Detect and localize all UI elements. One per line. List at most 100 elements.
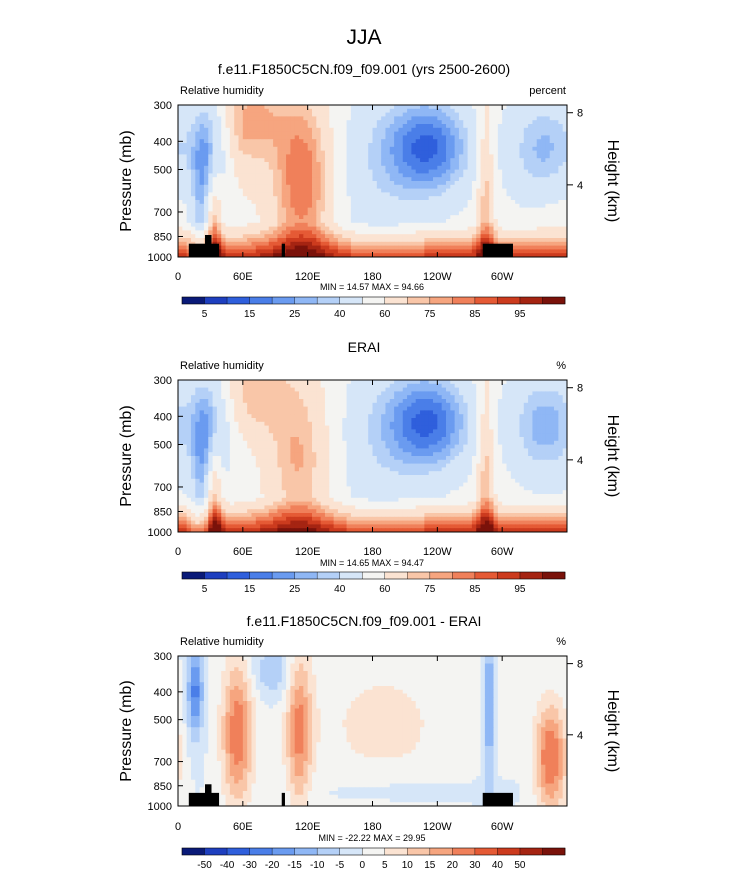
heatmap-cell [510,387,516,392]
heatmap-cell [467,387,473,392]
heatmap-cell [437,418,443,423]
heatmap-cell [562,116,568,121]
heatmap-cell [376,406,382,411]
heatmap-cell [359,245,365,250]
heatmap-cell [346,184,352,189]
heatmap-cell [445,380,451,385]
heatmap-cell [532,124,538,129]
heatmap-cell [454,410,460,415]
heatmap-cell [458,143,464,148]
heatmap-cell [342,433,347,438]
heatmap-cell [277,230,283,235]
heatmap-cell [415,192,421,197]
heatmap-cell [234,120,239,125]
heatmap-cell [234,173,239,178]
heatmap-cell [190,143,196,148]
heatmap-cell [402,188,408,193]
heatmap-cell [541,383,546,388]
heatmap-cell [519,215,525,220]
heatmap-cell [433,192,438,197]
heatmap-cell [471,421,477,426]
heatmap-cell [545,203,551,208]
min-max-label: MIN = 14.57 MAX = 94.66 [320,282,424,292]
heatmap-cell [476,173,481,178]
heatmap-cell [264,253,270,258]
heatmap-cell [368,406,373,411]
heatmap-cell [471,154,477,159]
heatmap-cell [316,146,322,151]
heatmap-cell [385,380,391,385]
heatmap-cell [424,173,430,178]
heatmap-cell [515,414,520,419]
heatmap-cell [229,245,235,250]
heatmap-cell [286,196,291,201]
heatmap-cell [407,249,412,254]
heatmap-cell [320,105,326,110]
topography-block [281,243,285,257]
heatmap-cell [299,112,304,117]
heatmap-cell [385,177,391,182]
heatmap-cell [493,116,499,121]
heatmap-cell [445,211,451,216]
heatmap-cell [359,234,365,239]
heatmap-cell [242,131,248,136]
heatmap-cell [510,165,516,170]
heatmap-cell [281,383,287,388]
heatmap-cell [385,249,391,254]
heatmap-cell [203,116,209,121]
heatmap-cell [415,135,421,140]
heatmap-cell [489,108,494,113]
heatmap-cell [260,150,265,155]
heatmap-cell [389,200,395,205]
heatmap-cell [381,181,386,186]
heatmap-cell [437,196,443,201]
heatmap-cell [316,402,322,407]
heatmap-cell [558,249,564,254]
heatmap-cell [251,112,257,117]
heatmap-cell [290,249,296,254]
heatmap-cell [255,245,261,250]
heatmap-cell [234,184,239,189]
heatmap-cell [554,249,559,254]
heatmap-cell [238,245,244,250]
heatmap-cell [268,139,274,144]
heatmap-cell [290,383,296,388]
heatmap-cell [311,215,317,220]
heatmap-cell [277,200,283,205]
heatmap-cell [286,105,291,110]
heatmap-cell [519,391,525,396]
heatmap-cell [463,127,468,132]
heatmap-cell [450,241,456,246]
heatmap-cell [437,150,443,155]
heatmap-cell [355,249,360,254]
heatmap-cell [476,421,481,426]
heatmap-cell [402,399,408,404]
heatmap-cell [264,112,270,117]
heatmap-cell [242,154,248,159]
heatmap-cell [554,391,559,396]
heatmap-cell [238,112,244,117]
heatmap-cell [445,226,451,231]
heatmap-cell [411,222,417,227]
heatmap-cell [545,192,551,197]
heatmap-cell [532,162,538,167]
heatmap-cell [320,188,326,193]
heatmap-cell [536,211,542,216]
heatmap-cell [251,222,257,227]
heatmap-cell [528,108,533,113]
heatmap-cell [467,108,473,113]
heatmap-cell [186,425,192,430]
heatmap-cell [372,429,378,434]
heatmap-cell [264,387,270,392]
heatmap-cell [398,395,404,400]
heatmap-cell [445,222,451,227]
heatmap-cell [424,241,430,246]
heatmap-cell [216,127,222,132]
heatmap-cell [389,146,395,151]
heatmap-cell [554,135,559,140]
heatmap-cell [484,230,490,235]
heatmap-cell [190,192,196,197]
heatmap-cell [247,139,252,144]
heatmap-cell [238,184,244,189]
heatmap-cell [480,192,486,197]
